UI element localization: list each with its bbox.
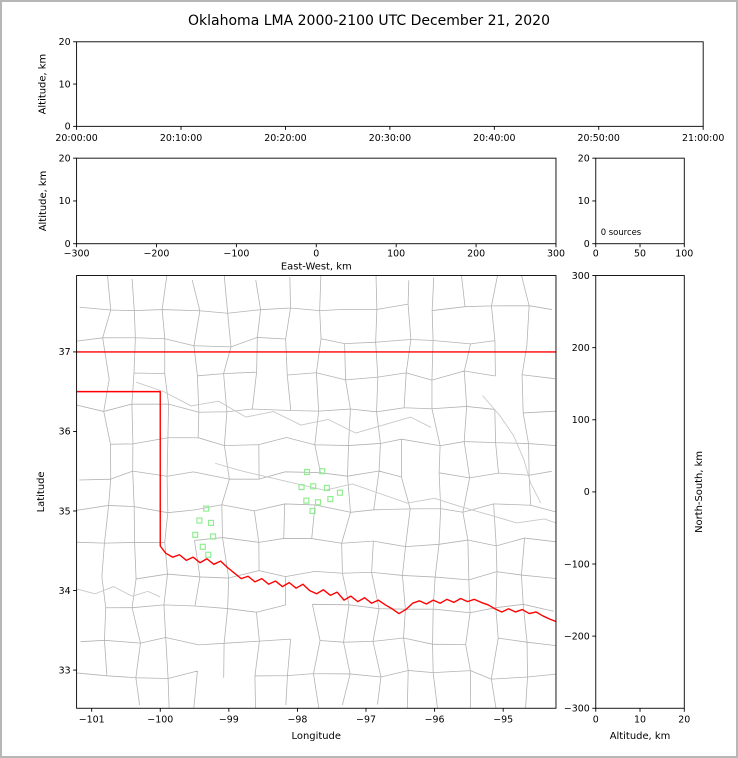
county-boundaries (76, 275, 556, 709)
panel-east-west-altitude: −300 −200 −100 0 100 200 300 0 10 20 Altitude, km E… (38, 153, 565, 272)
river-line (76, 586, 161, 598)
lma-station-marker (314, 499, 322, 506)
axis-text: 0 (65, 239, 71, 250)
lma-station-marker (196, 517, 203, 524)
axis-text: 20:10:00 (160, 133, 202, 144)
axis-text: 20 (678, 715, 690, 726)
axis-text: 34 (59, 586, 71, 597)
panel-time-altitude: 20:00:00 20:10:00 20:20:00 20:30:00 20:40:00… (38, 37, 725, 144)
axis-label: Altitude, km (38, 171, 49, 232)
axis-text: 0 (593, 249, 599, 260)
axis-text: 20:30:00 (369, 133, 411, 144)
axis-text: 50 (634, 249, 646, 260)
axis-text: 0 (584, 239, 590, 250)
lma-station-marker (199, 543, 206, 550)
river-line (215, 462, 556, 524)
axis-text: 0 (65, 122, 71, 133)
lma-station-marker (298, 484, 305, 491)
lma-station-marker (309, 507, 316, 515)
axis-label: Altitude, km (610, 731, 671, 742)
axis-text: −101 (79, 715, 105, 726)
panel-source-histogram: 0 50 100 0 10 20 0 sources (578, 153, 694, 259)
axis-text: 20:40:00 (473, 133, 515, 144)
lma-station-marker (303, 497, 310, 504)
lma-station-marker (310, 483, 317, 490)
panel-plan-view: −101 −100 −99 −98 −97 −96 −95 33 34 35 36 37 Latitud… (36, 275, 557, 742)
axis-text: −96 (425, 715, 445, 726)
axis-label: Latitude (36, 471, 47, 512)
panel-frame (595, 275, 685, 709)
axis-text: 100 (675, 249, 693, 260)
river-line (136, 381, 432, 434)
axis-text: 0 (584, 487, 590, 498)
axis-text: −98 (287, 715, 307, 726)
state-border (76, 390, 556, 623)
map-content (76, 275, 556, 709)
axis-text: 20:00:00 (55, 133, 97, 144)
lma-station-marker (203, 505, 210, 512)
axis-text: −300 (64, 249, 90, 260)
axis-text: 20 (59, 37, 71, 48)
lma-station-marker (323, 484, 331, 492)
axis-label: Longitude (292, 731, 341, 742)
axis-text: −97 (356, 715, 376, 726)
lma-station-marker (207, 519, 215, 527)
panel-frame (76, 157, 557, 245)
axis-text: 10 (59, 196, 71, 207)
lma-station-marker (336, 489, 344, 496)
river-line (482, 395, 542, 504)
lma-station-marker (327, 495, 334, 503)
axis-text: −100 (147, 715, 173, 726)
axis-text: −100 (223, 249, 249, 260)
lma-station-marker (319, 468, 326, 475)
axis-text: −99 (219, 715, 239, 726)
axis-text: 0 (593, 715, 599, 726)
axis-text: −95 (493, 715, 513, 726)
lma-station-marker (303, 468, 311, 476)
axis-text: −100 (564, 559, 590, 570)
panel-frame (76, 41, 704, 127)
axis-text: 300 (572, 271, 590, 282)
axis-text: 37 (59, 347, 71, 358)
axis-text: 10 (578, 196, 590, 207)
source-count-annotation: 0 sources (601, 227, 641, 237)
axis-text: 36 (59, 427, 71, 438)
lma-station-marker (205, 551, 212, 558)
axis-text: 200 (467, 249, 485, 260)
axis-text: 20 (578, 153, 590, 164)
axis-label: North-South, km (694, 451, 705, 533)
axis-text: −300 (564, 704, 590, 715)
axis-text: −200 (564, 631, 590, 642)
panel-frame (76, 275, 557, 709)
lma-station-marker (192, 531, 199, 538)
axis-text: 300 (547, 249, 565, 260)
axis-text: 21:00:00 (682, 133, 724, 144)
axis-text: 33 (59, 665, 71, 676)
axis-text: −200 (144, 249, 170, 260)
axis-label: East-West, km (281, 262, 352, 273)
axis-text: 0 (313, 249, 319, 260)
axis-text: 35 (59, 506, 71, 517)
axis-text: 20 (59, 153, 71, 164)
axis-label: Altitude, km (38, 54, 49, 115)
axis-text: 100 (387, 249, 405, 260)
axis-text: 20:20:00 (264, 133, 306, 144)
axis-text: 10 (634, 715, 646, 726)
panel-north-south-altitude: 0 10 20 −300 −200 −100 0 100 200 300 Altitude, km N… (564, 271, 705, 742)
lma-station-marker (209, 533, 217, 540)
axis-text: 20:50:00 (578, 133, 620, 144)
axis-text: 100 (572, 415, 590, 426)
axis-text: 200 (572, 343, 590, 354)
axis-text: 10 (59, 79, 71, 90)
